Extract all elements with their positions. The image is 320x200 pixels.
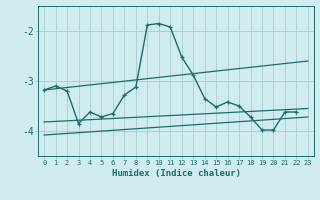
X-axis label: Humidex (Indice chaleur): Humidex (Indice chaleur) (111, 169, 241, 178)
